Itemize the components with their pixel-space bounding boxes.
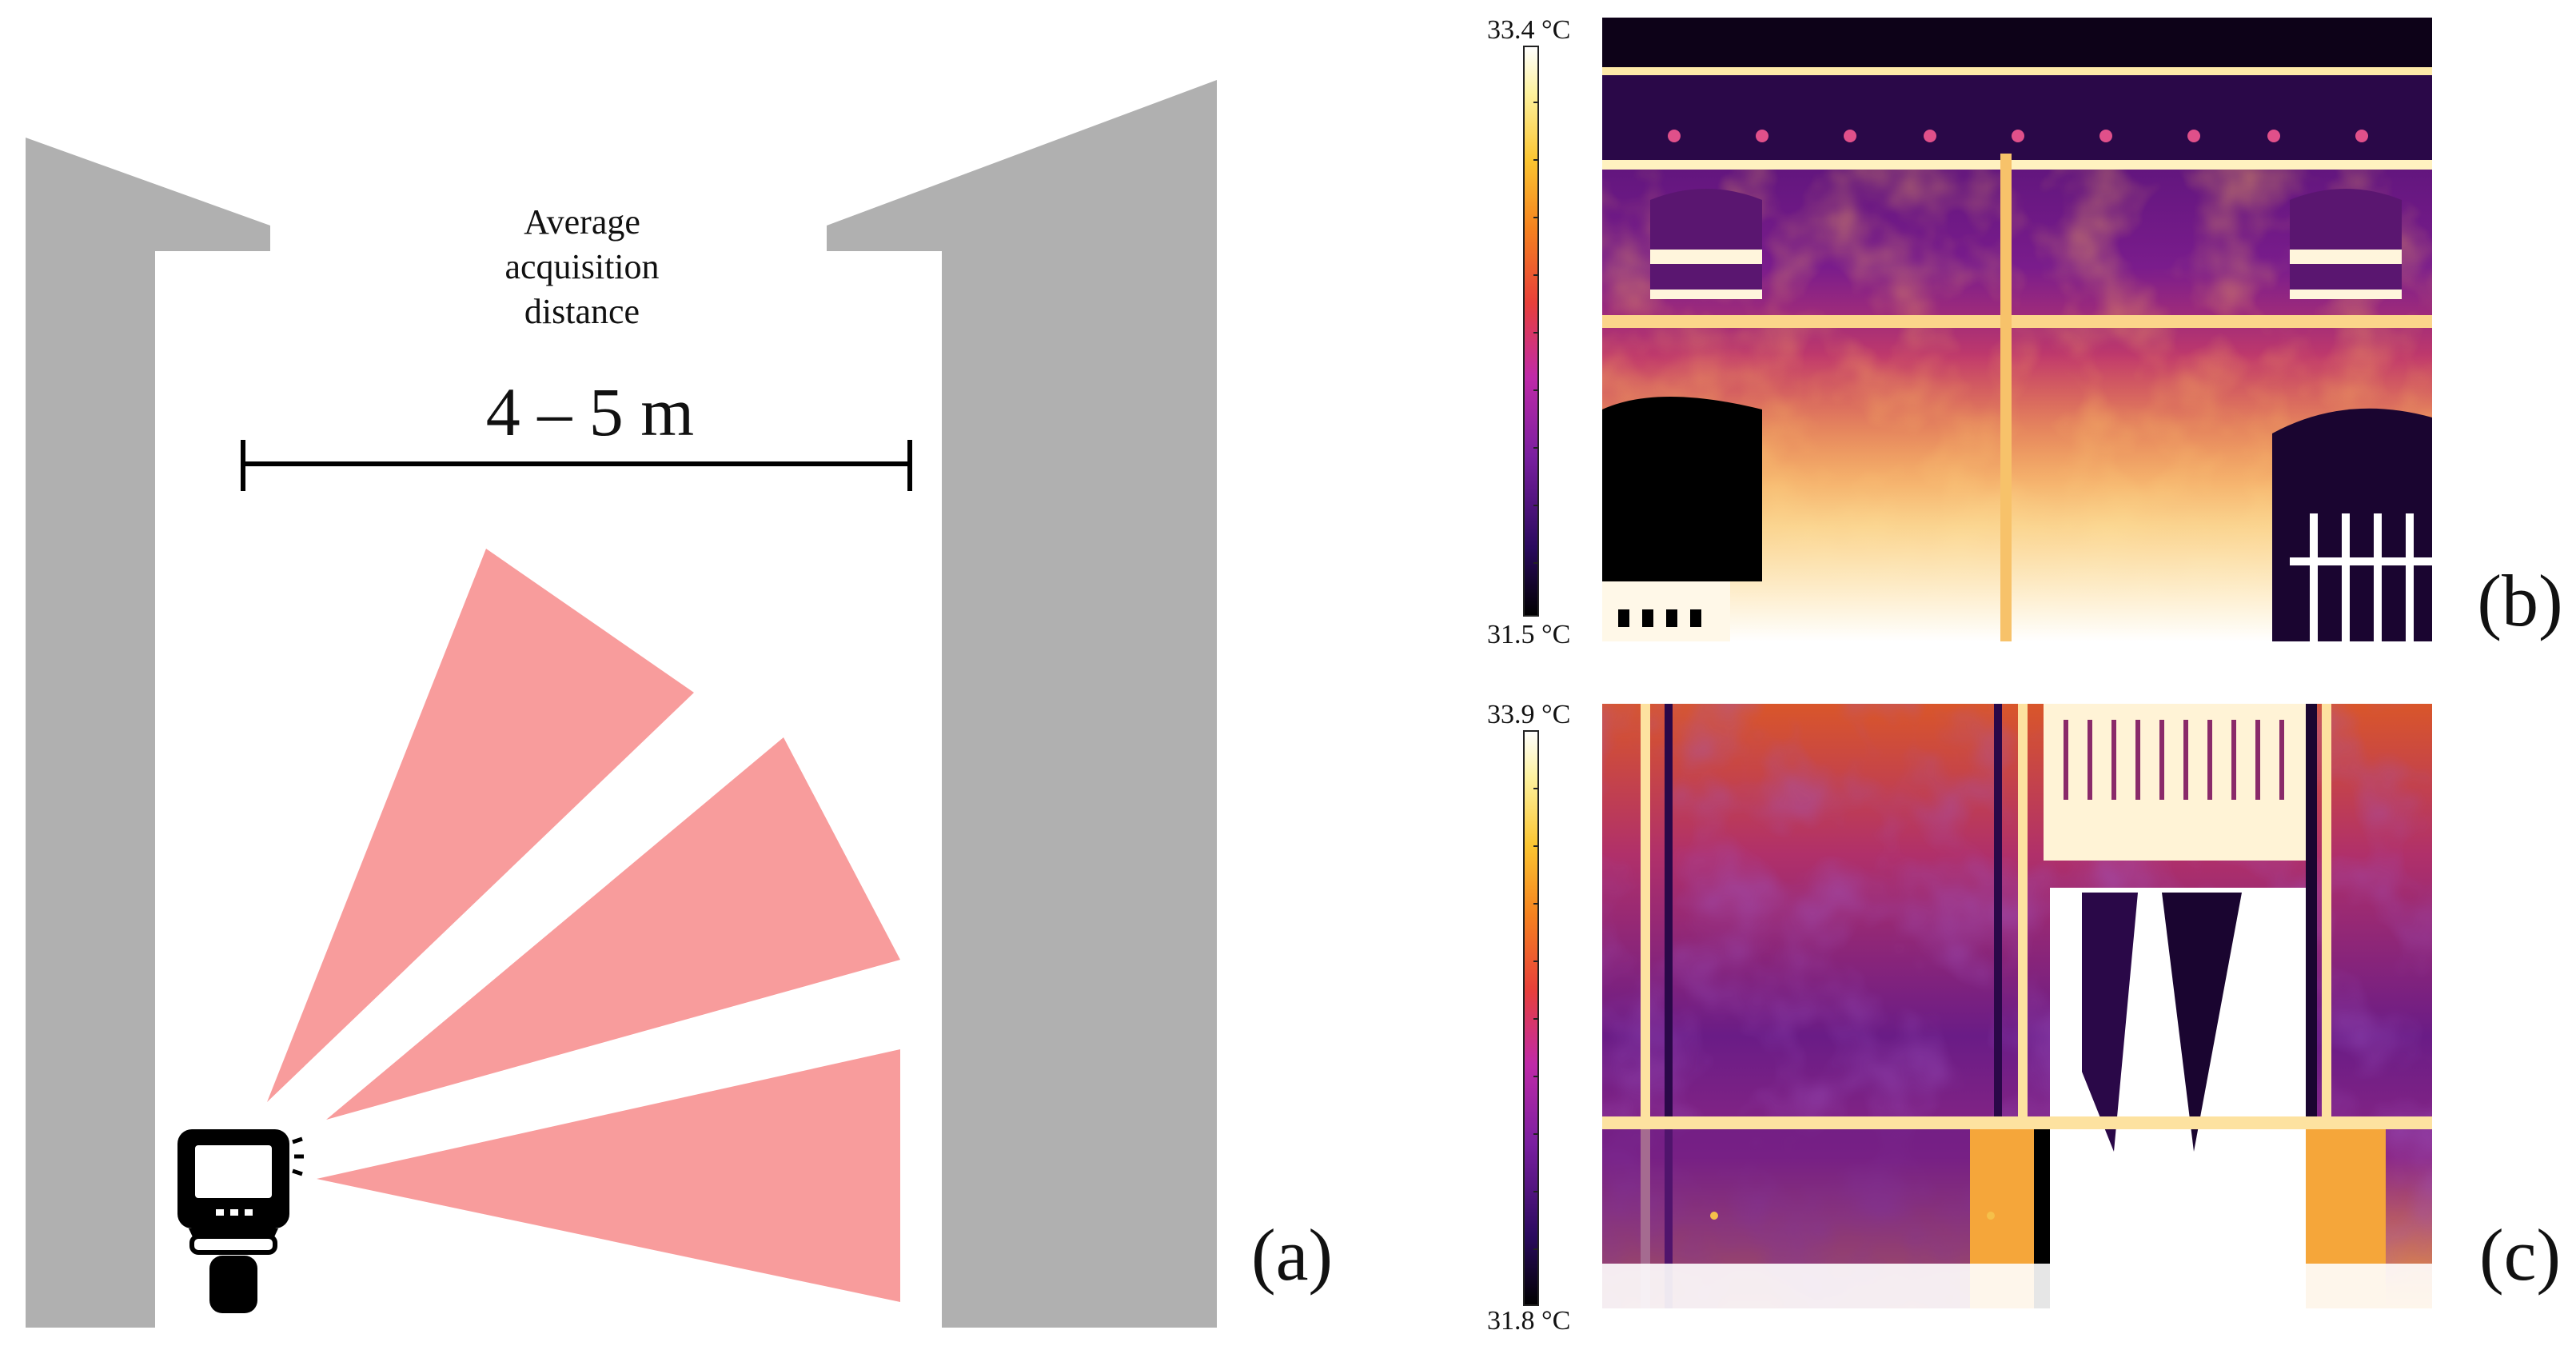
caption-line-3: distance	[524, 292, 640, 331]
panel-a-diagram: Average acquisition distance 4 – 5 m (a)	[26, 80, 1333, 1328]
thermal-camera-icon	[177, 1129, 304, 1313]
panel-c-thermal-image	[1602, 704, 2432, 1308]
distance-label: 4 – 5 m	[486, 373, 694, 450]
caption-line-1: Average	[524, 202, 640, 242]
fov-wedge-middle	[326, 737, 900, 1120]
right-building	[827, 80, 1217, 1328]
panel-b-scale-ticks	[1533, 102, 1538, 564]
panel-b-scale-min: 31.5 °C	[1487, 620, 1570, 649]
panel-c-scale-ticks	[1533, 788, 1538, 1250]
panel-a-label: (a)	[1251, 1214, 1333, 1296]
panel-b-thermal: 33.4 °C 31.5 °C	[1487, 15, 2563, 649]
panel-b-scale-max: 33.4 °C	[1487, 15, 1570, 45]
panel-c-thermal: 33.9 °C 31.8 °C	[1487, 700, 2561, 1336]
fov-wedge-lower	[317, 1049, 900, 1302]
panel-b-thermal-image	[1602, 18, 2432, 641]
caption-line-2: acquisition	[504, 247, 659, 286]
panel-c-label: (c)	[2479, 1214, 2561, 1296]
distance-bar	[241, 440, 912, 491]
panel-b-label: (b)	[2477, 560, 2562, 641]
fov-wedge-upper	[267, 549, 694, 1102]
panel-c-scale-max: 33.9 °C	[1487, 700, 1570, 729]
panel-b-color-scale	[1523, 46, 1539, 617]
panel-c-scale-min: 31.8 °C	[1487, 1306, 1570, 1336]
field-of-view-wedges	[267, 549, 900, 1302]
left-building	[26, 138, 270, 1328]
